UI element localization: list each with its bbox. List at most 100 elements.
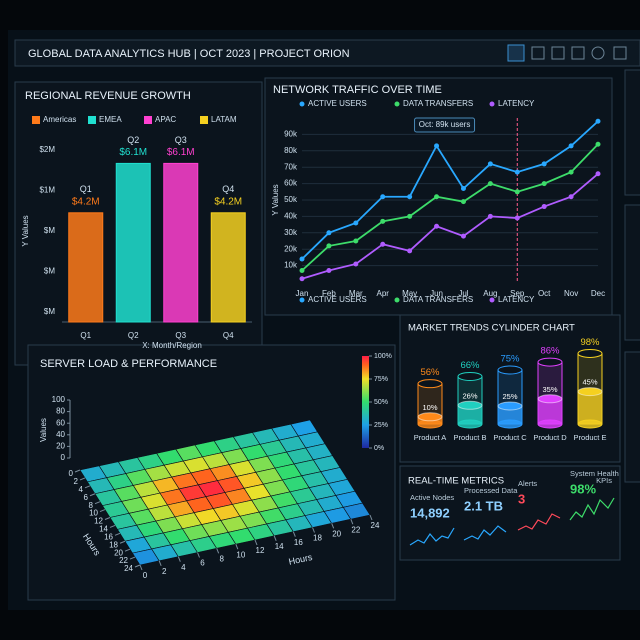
z-tick-label: 80 bbox=[56, 407, 65, 416]
bar bbox=[68, 212, 104, 323]
y-axis-title: Y Values bbox=[271, 184, 280, 215]
x-tick-label: Jun bbox=[430, 289, 443, 298]
y-tick bbox=[104, 517, 111, 520]
y-axis-title: Y Values bbox=[21, 215, 30, 246]
fill-surface bbox=[537, 394, 563, 404]
colorbar-label: 100% bbox=[374, 353, 392, 360]
legend-marker bbox=[299, 101, 305, 107]
x-tick-label: Product A bbox=[414, 433, 447, 442]
y-tick-label: 18 bbox=[109, 540, 118, 549]
bar-category-label: Q3 bbox=[175, 135, 187, 145]
bar-category-label: Q1 bbox=[80, 184, 92, 194]
y-tick bbox=[129, 556, 136, 560]
point bbox=[595, 141, 601, 147]
x-tick-label: 6 bbox=[200, 559, 205, 568]
icon-button[interactable] bbox=[531, 46, 545, 60]
panel bbox=[624, 204, 640, 341]
y-axis-label: $M bbox=[44, 226, 55, 235]
y-tick-label: 80k bbox=[284, 146, 298, 155]
legend-label: DATA TRANSFERS bbox=[403, 99, 473, 108]
point bbox=[299, 268, 305, 274]
x-tick-label: 24 bbox=[371, 521, 380, 530]
cylinder-fill bbox=[578, 391, 602, 424]
x-tick-label: Aug bbox=[483, 289, 497, 298]
bar bbox=[210, 212, 246, 323]
icon-button[interactable] bbox=[613, 46, 627, 60]
x-tick bbox=[254, 539, 258, 546]
point bbox=[595, 171, 601, 177]
x-tick-label: 2 bbox=[162, 567, 167, 576]
y-tick-label: 50k bbox=[284, 195, 298, 204]
x-tick-label: Jan bbox=[296, 289, 309, 298]
header-title: GLOBAL DATA ANALYTICS HUB | OCT 2023 | P… bbox=[28, 48, 350, 60]
sparkline bbox=[409, 527, 455, 546]
legend-label: EMEA bbox=[99, 115, 122, 124]
legend-label: Americas bbox=[43, 115, 76, 124]
point bbox=[407, 213, 413, 219]
panel bbox=[624, 69, 640, 196]
series-line bbox=[301, 173, 599, 280]
legend-marker bbox=[299, 297, 305, 303]
point bbox=[487, 161, 493, 167]
legend-label: DATA TRANSFERS bbox=[403, 295, 473, 304]
point bbox=[380, 194, 386, 200]
y-tick bbox=[79, 477, 86, 481]
x-tick-label: 14 bbox=[275, 542, 284, 551]
y-axis-label: $2M bbox=[39, 145, 55, 154]
icon-button[interactable] bbox=[507, 44, 525, 62]
sparkline bbox=[569, 497, 615, 521]
metrics-tag: KPIs bbox=[596, 476, 612, 485]
point bbox=[326, 230, 332, 236]
icon-button[interactable] bbox=[571, 46, 585, 60]
y-tick-label: 4 bbox=[79, 485, 84, 494]
bar-category-label: Q2 bbox=[127, 135, 139, 145]
y-axis-label: $1M bbox=[39, 186, 55, 195]
value-label: $6.1M bbox=[167, 147, 195, 158]
y-tick-label: 24 bbox=[124, 564, 133, 573]
fill-surface bbox=[577, 387, 603, 397]
cylinder-base bbox=[457, 419, 483, 429]
y-tick-label: 12 bbox=[94, 517, 103, 526]
cylinder-cap bbox=[457, 371, 483, 381]
panel bbox=[624, 351, 640, 483]
icon-button[interactable] bbox=[551, 46, 565, 60]
point bbox=[434, 223, 440, 229]
legend-label: ACTIVE USERS bbox=[308, 295, 367, 304]
x-tick-label: Q4 bbox=[223, 331, 234, 340]
z-tick-label: 0 bbox=[61, 453, 66, 462]
inner-value-label: 35% bbox=[542, 385, 557, 394]
y-tick bbox=[99, 509, 106, 513]
y-tick bbox=[94, 501, 101, 505]
series-line bbox=[301, 143, 599, 272]
colorbar-label: 75% bbox=[374, 376, 388, 383]
x-tick-label: Mar bbox=[349, 289, 363, 298]
point bbox=[353, 238, 359, 244]
point bbox=[326, 268, 332, 274]
point bbox=[299, 276, 305, 282]
kpi-label: Alerts bbox=[518, 479, 537, 488]
bar-category-label: Q4 bbox=[222, 184, 234, 194]
y-tick-label: 10 bbox=[89, 509, 98, 518]
x-tick bbox=[312, 527, 315, 533]
y-axis-label: $M bbox=[44, 307, 55, 316]
x-tick-label: Dec bbox=[591, 289, 605, 298]
x-tick-label: Q2 bbox=[128, 331, 139, 340]
bar bbox=[163, 162, 199, 323]
colorbar-label: 25% bbox=[374, 422, 388, 429]
z-tick-label: 60 bbox=[56, 418, 65, 427]
x-tick bbox=[158, 560, 162, 567]
y-tick-label: 90k bbox=[284, 130, 298, 139]
point bbox=[541, 204, 547, 210]
sparkline bbox=[463, 525, 507, 541]
y-tick bbox=[124, 548, 131, 552]
value-label: 75% bbox=[500, 354, 520, 365]
x-tick-label: 12 bbox=[256, 546, 265, 555]
value-label: 98% bbox=[580, 337, 600, 348]
x-tick bbox=[197, 552, 200, 558]
kpi-value: 14,892 bbox=[410, 505, 450, 520]
x-tick bbox=[216, 548, 220, 554]
x-tick bbox=[235, 543, 239, 550]
icon-button[interactable] bbox=[591, 46, 605, 60]
colorbar-label: 50% bbox=[374, 399, 388, 406]
